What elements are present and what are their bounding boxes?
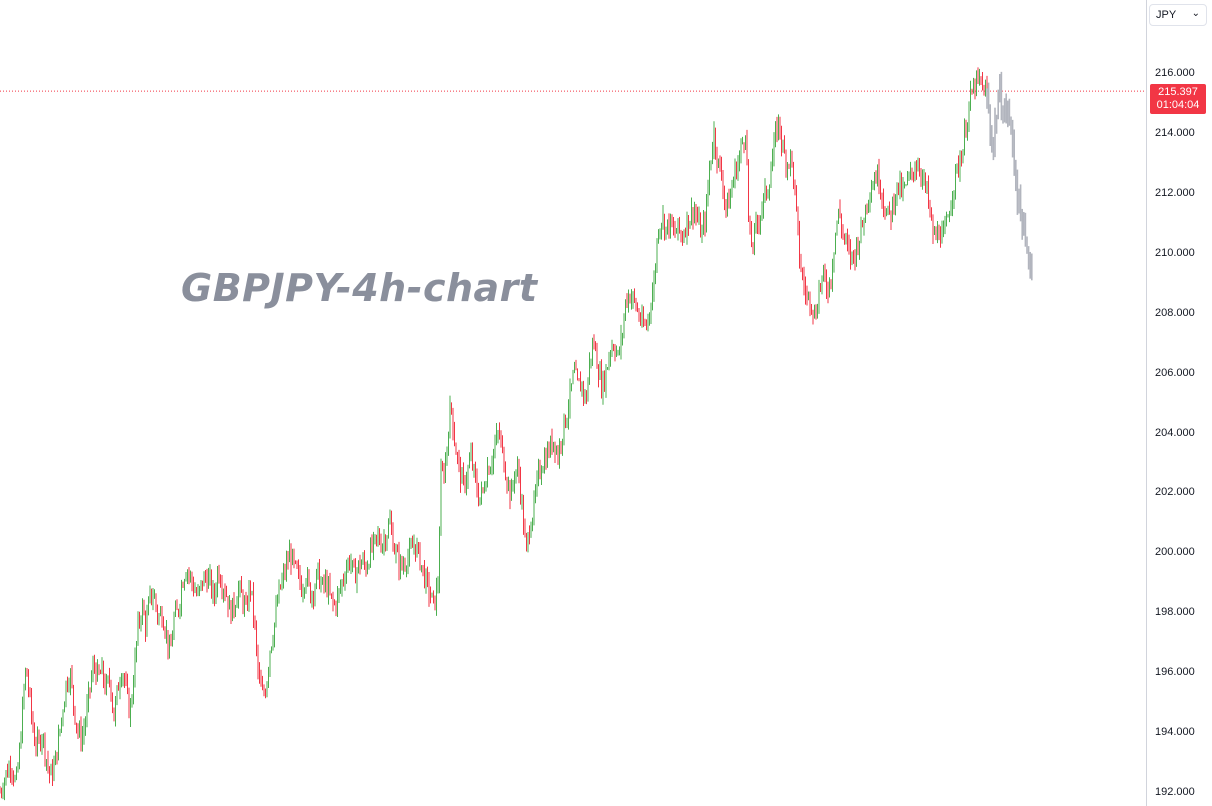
price-tick-label: 216.000 — [1155, 67, 1195, 79]
last-price-badge: 215.397 01:04:04 — [1150, 84, 1206, 114]
chevron-down-icon: ⌄ — [1191, 8, 1200, 19]
price-tick-label: 200.000 — [1155, 546, 1195, 559]
candles-layer — [0, 67, 988, 801]
price-tick-label: 198.000 — [1155, 606, 1195, 619]
price-tick-label: 214.000 — [1155, 126, 1195, 139]
last-price-value: 215.397 — [1158, 86, 1198, 98]
currency-select[interactable]: JPY ⌄ — [1149, 4, 1207, 26]
price-tick-label: 196.000 — [1155, 666, 1195, 679]
currency-select-value: JPY — [1156, 9, 1177, 21]
price-tick-label: 192.000 — [1155, 786, 1195, 799]
bar-countdown: 01:04:04 — [1156, 99, 1200, 111]
price-axis[interactable]: 192.000 194.000 196.000 198.000 200.000 202.0… — [1146, 0, 1212, 806]
price-tick-label: 212.000 — [1155, 186, 1195, 199]
price-tick-label: 202.000 — [1155, 486, 1195, 499]
price-tick-label: 208.000 — [1155, 306, 1195, 319]
projection-layer — [986, 71, 1033, 281]
chart-watermark: GBPJPY-4h-chart — [181, 266, 538, 310]
price-tick-label: 206.000 — [1155, 366, 1195, 379]
price-chart[interactable] — [0, 0, 1146, 806]
price-tick-label: 194.000 — [1155, 726, 1195, 739]
price-tick-label: 204.000 — [1155, 426, 1195, 439]
price-tick-label: 210.000 — [1155, 246, 1195, 259]
